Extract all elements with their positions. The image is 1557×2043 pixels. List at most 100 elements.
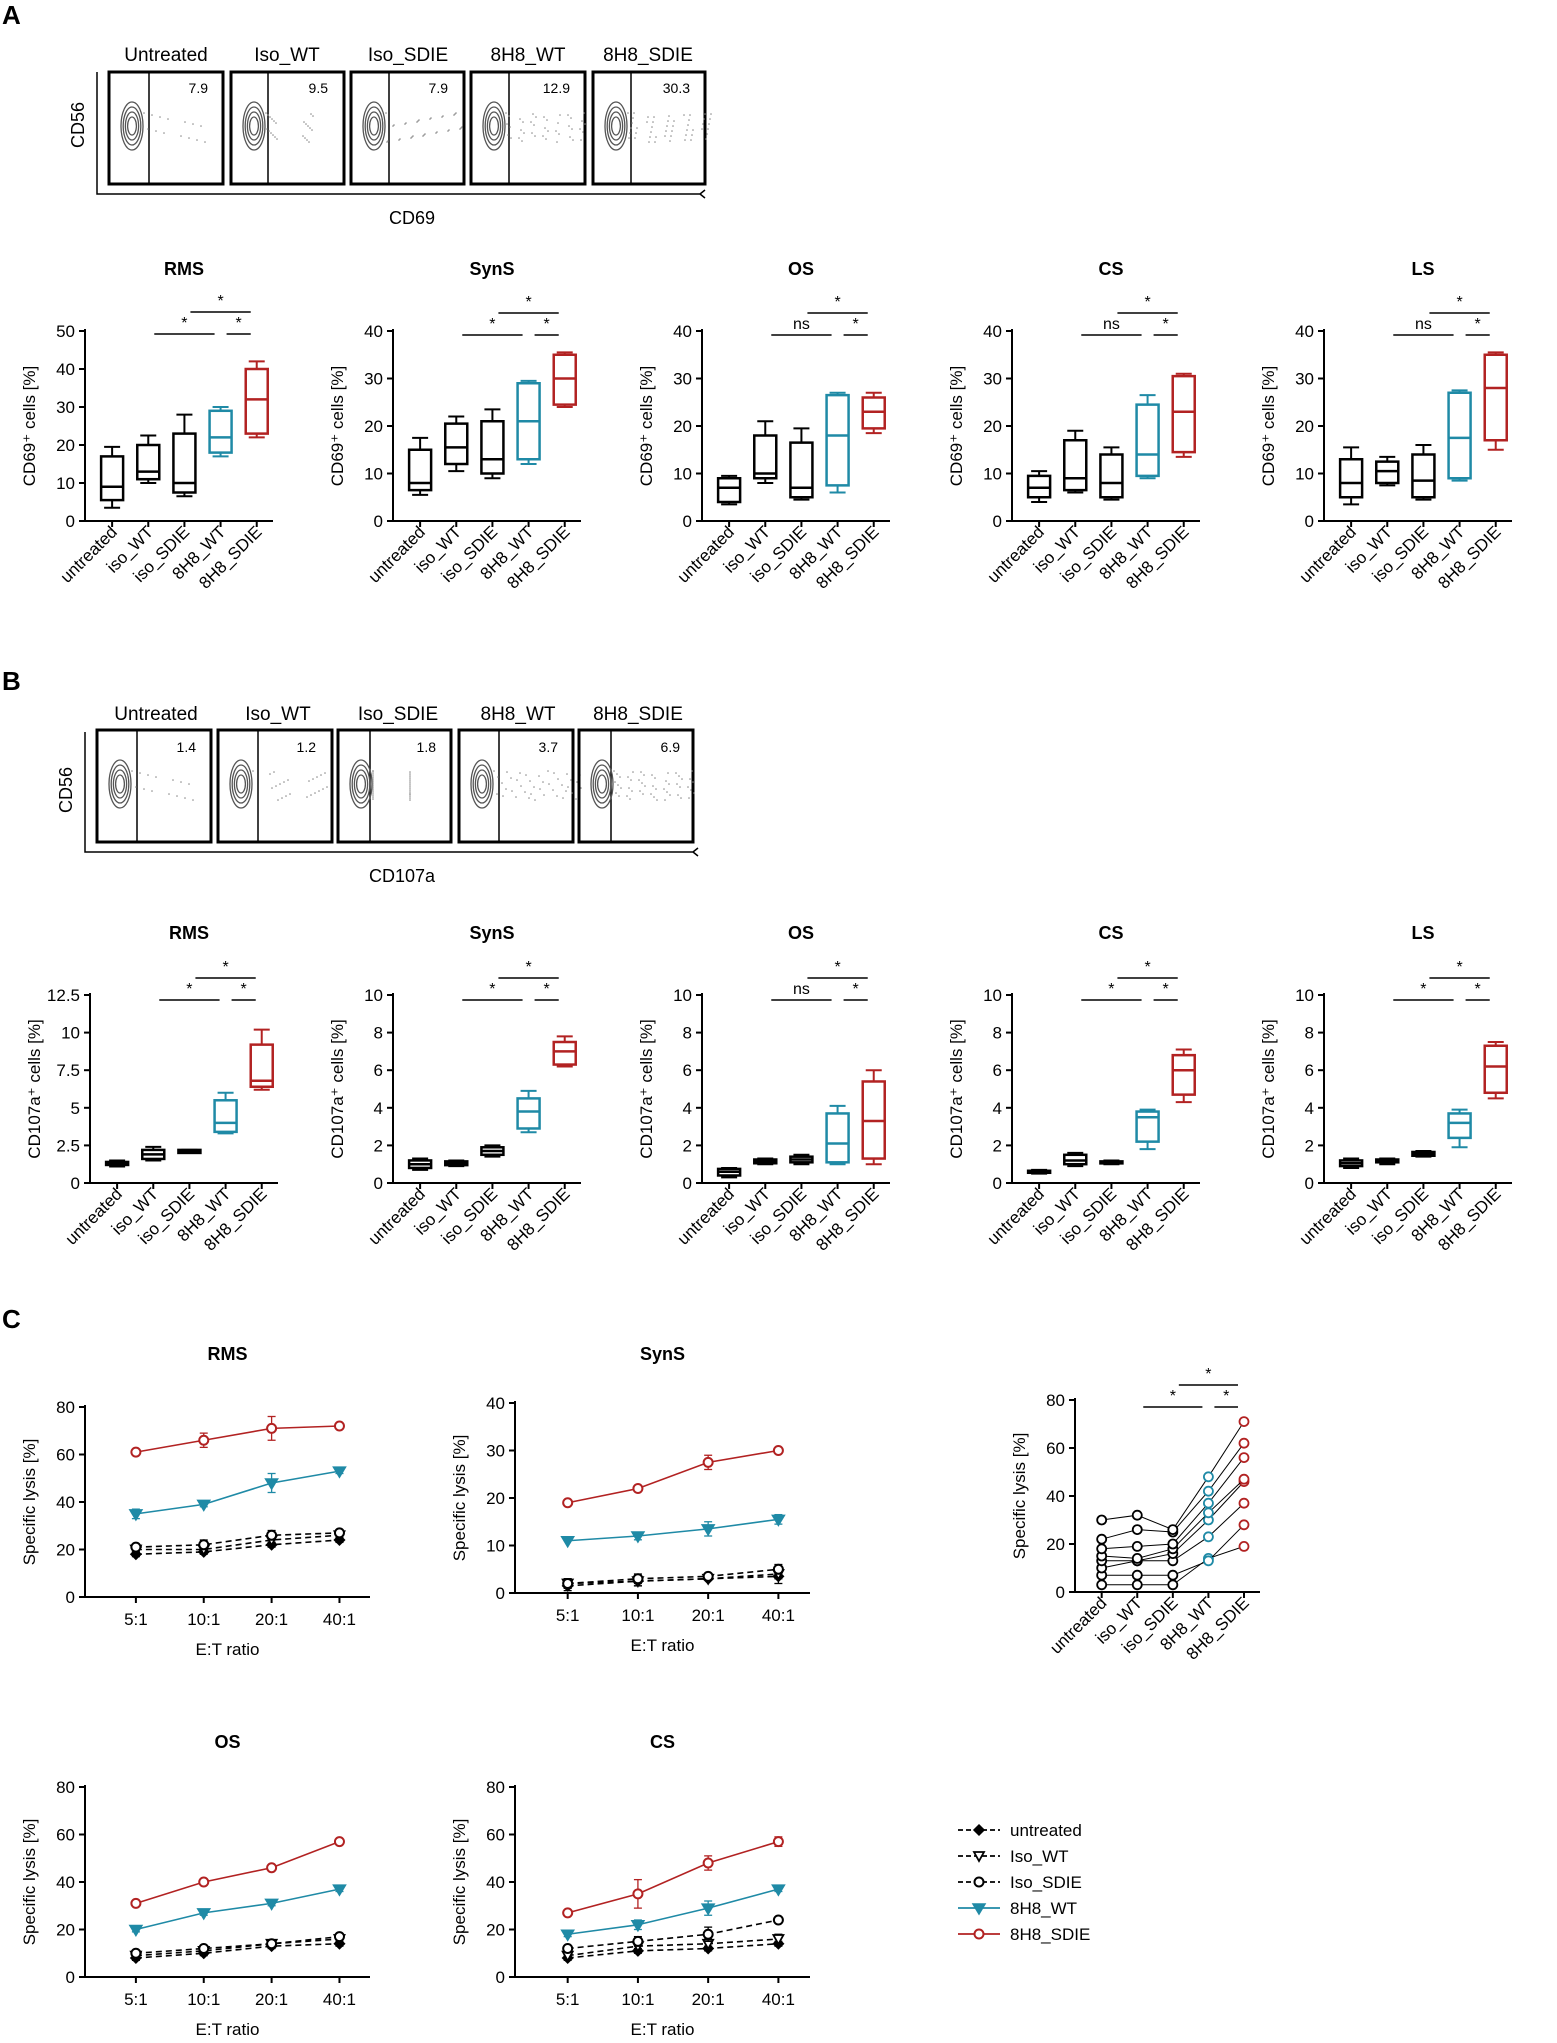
- legend-item-8h8_wt: 8H8_WT: [958, 1899, 1077, 1918]
- y-tick-label: 30: [1295, 370, 1314, 389]
- significance-label: *: [1163, 316, 1169, 333]
- flow-event-dot-2: [424, 133, 426, 135]
- flow-event-dot-3: [496, 793, 498, 795]
- box-untreated: [1026, 1168, 1052, 1175]
- flow-event-dot-2: [409, 789, 411, 791]
- box-iqr: [753, 434, 778, 480]
- marker-iso_sdie: [266, 1529, 278, 1541]
- flow-event-dot-4: [635, 132, 637, 134]
- y-tick-label: 0: [496, 1584, 505, 1603]
- flow-event-dot-3: [542, 135, 544, 137]
- flow-event-dot-4: [680, 797, 682, 799]
- y-axis-label: CD107a⁺ cells [%]: [947, 1019, 966, 1158]
- flow-contour-4-2: [594, 769, 610, 799]
- y-tick-label: 20: [486, 1921, 505, 1940]
- box-8H8_SDIE: [1171, 372, 1196, 458]
- y-tick-label: 8: [1305, 1024, 1314, 1043]
- flow-event-dot-1: [269, 773, 271, 775]
- flow-event-dot-3: [545, 138, 547, 140]
- flow-contour-0-1: [110, 764, 130, 804]
- y-tick-label: 6: [374, 1061, 383, 1080]
- flow-plot-frame-2: [349, 70, 466, 186]
- marker-iso_sdie: [130, 1947, 142, 1959]
- series-line: [567, 1888, 779, 1936]
- significance-label: *: [1223, 1388, 1229, 1405]
- flow-event-dot-2: [409, 793, 411, 795]
- flow-event-dot-2: [454, 113, 456, 115]
- x-axis-label: E:T ratio: [631, 2020, 695, 2039]
- y-tick-label: 0: [66, 1588, 75, 1607]
- box-iqr: [1483, 1044, 1508, 1095]
- flow-event-dot-3: [531, 132, 533, 134]
- flow-event-dot-1: [311, 129, 313, 131]
- series-8h8_wt: [560, 1513, 786, 1549]
- paired-point-untreated: [1096, 1543, 1108, 1555]
- flow-event-dot-4: [652, 121, 654, 123]
- y-tick-label: 0: [1305, 512, 1314, 531]
- flow-event-dot-3: [568, 125, 570, 127]
- paired-point-8H8_SDIE: [1238, 1541, 1250, 1552]
- box-untreated: [716, 474, 742, 506]
- marker-8h8_sdie: [772, 1445, 784, 1456]
- flow-contour-0-1: [122, 106, 142, 146]
- series-line: [135, 1532, 340, 1548]
- box-untreated: [1338, 446, 1364, 506]
- flow-event-dot-3: [528, 797, 530, 799]
- y-tick-label: 2.5: [56, 1136, 80, 1155]
- flow-event-dot-4: [701, 128, 703, 130]
- box-iso_WT: [141, 1145, 166, 1162]
- flow-event-dot-1: [273, 771, 275, 773]
- y-tick-label: 10: [983, 465, 1002, 484]
- flow-event-dot-4: [709, 118, 711, 120]
- marker-8h8_sdie: [130, 1446, 142, 1458]
- box-iqr: [480, 420, 505, 475]
- flow-event-dot-1: [308, 141, 310, 143]
- flow-event-dot-0: [147, 128, 149, 130]
- flow-event-dot-1: [326, 786, 328, 788]
- flow-event-dot-2: [372, 780, 374, 782]
- flow-a-value-1: 9.5: [309, 80, 329, 96]
- box-untreated: [1026, 470, 1052, 503]
- significance-label: *: [1205, 1366, 1211, 1383]
- flow-event-dot-4: [704, 113, 706, 115]
- flow-event-dot-3: [510, 137, 512, 139]
- flow-event-dot-2: [392, 125, 394, 127]
- flow-event-dot-1: [289, 793, 291, 795]
- flow-contour-1-2: [233, 769, 249, 799]
- box-untreated: [716, 1166, 742, 1179]
- box-8H8_SDIE: [249, 1028, 274, 1091]
- series-iso_sdie: [130, 1527, 345, 1553]
- flow-event-dot-3: [529, 780, 531, 782]
- flow-event-dot-4: [706, 133, 708, 135]
- paired-point-8H8_SDIE: [1238, 1416, 1250, 1427]
- flow-event-dot-4: [668, 783, 670, 785]
- flow-event-dot-4: [619, 776, 621, 778]
- y-axis-label: Specific lysis [%]: [1010, 1433, 1029, 1560]
- flow-event-dot-4: [614, 781, 616, 783]
- series-8h8_sdie: [130, 1836, 345, 1909]
- flow-b-xlabel: CD107a: [369, 866, 436, 886]
- flow-event-dot-2: [409, 781, 411, 783]
- box-iso_WT: [1063, 429, 1088, 494]
- paired-point-iso_SDIE: [1167, 1538, 1179, 1550]
- flow-plots-cd107a: Untreated Iso_WT Iso_SDIE 8H8_WT 8H8_SDI…: [56, 704, 699, 886]
- chart-title: RMS: [169, 923, 209, 943]
- flow-event-dot-1: [275, 785, 277, 787]
- flow-event-dot-4: [615, 792, 617, 794]
- flow-event-dot-0: [192, 799, 194, 801]
- series-line: [567, 1449, 779, 1504]
- flow-event-dot-4: [665, 130, 667, 132]
- paired-point-iso_SDIE: [1167, 1579, 1179, 1591]
- flow-event-dot-2: [386, 141, 388, 143]
- flow-event-dot-4: [654, 777, 656, 779]
- marker-iso_sdie: [632, 1935, 644, 1947]
- legend-item-iso_sdie: Iso_SDIE: [958, 1873, 1082, 1892]
- flow-event-dot-3: [547, 770, 549, 772]
- flow-event-dot-2: [459, 128, 461, 130]
- box-iso_SDIE: [789, 427, 814, 501]
- flow-event-dot-3: [524, 791, 526, 793]
